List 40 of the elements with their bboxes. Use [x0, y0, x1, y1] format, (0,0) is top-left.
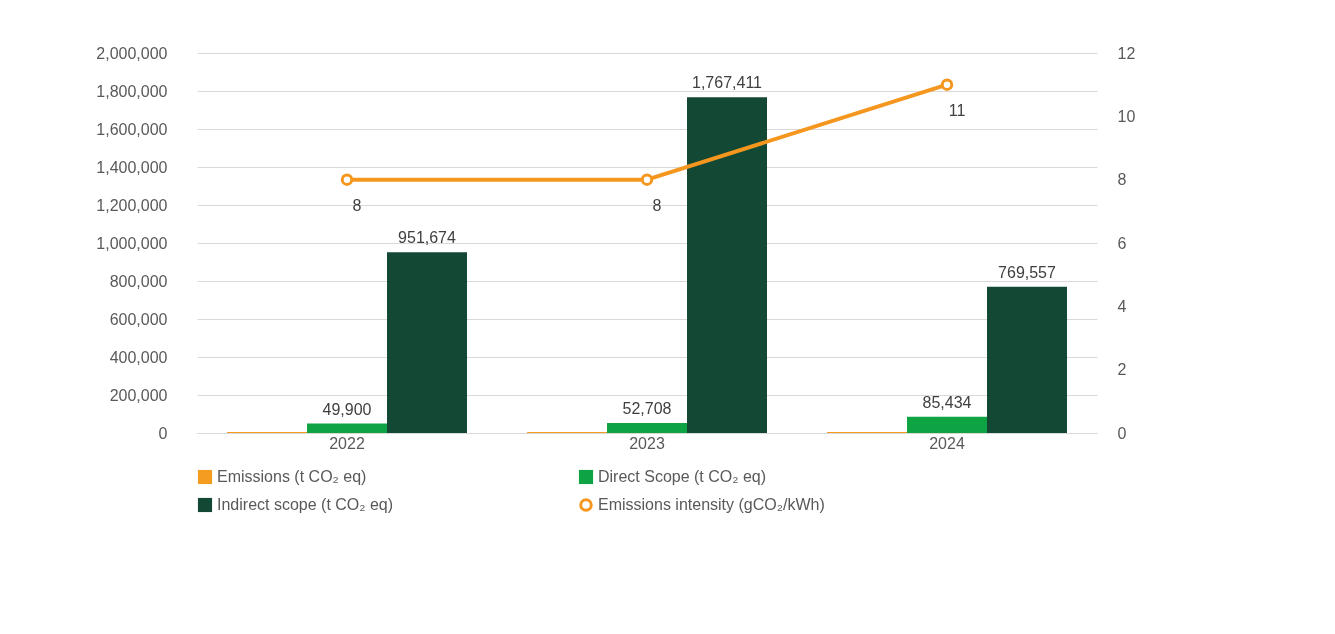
y-tick-label: 1,800,000	[96, 82, 168, 100]
y2-tick-label: 4	[1117, 297, 1127, 315]
y2-tick-label: 8	[1117, 171, 1127, 189]
y2-tick-label: 0	[1117, 424, 1127, 442]
data-label: 85,434	[922, 393, 972, 411]
y2-tick-label: 12	[1117, 44, 1136, 62]
y-tick-label: 2,000,000	[96, 44, 168, 62]
y-tick-label: 600,000	[109, 310, 168, 328]
y-tick-label: 400,000	[109, 348, 168, 366]
legend-label: Emissions (t CO₂ eq)	[217, 468, 367, 485]
y-tick-label: 200,000	[109, 386, 168, 404]
bar	[987, 286, 1067, 433]
legend-label: Emissions intensity (gCO₂/kWh)	[598, 496, 825, 513]
x-tick-label: 2024	[929, 434, 965, 452]
data-label: 49,900	[322, 400, 372, 418]
bar	[607, 422, 687, 433]
legend-label: Indirect scope (t CO₂ eq)	[217, 496, 394, 513]
y-tick-label: 1,200,000	[96, 196, 168, 214]
data-label: 769,557	[998, 263, 1057, 281]
x-tick-label: 2023	[629, 434, 665, 452]
bar	[907, 416, 987, 433]
y-tick-label: 800,000	[109, 272, 168, 290]
y2-tick-label: 2	[1117, 361, 1127, 379]
x-tick-label: 2022	[329, 434, 365, 452]
y2-tick-label: 6	[1117, 234, 1127, 252]
data-label: 52,708	[622, 399, 672, 417]
y-tick-label: 0	[158, 424, 168, 442]
y-tick-label: 1,600,000	[96, 120, 168, 138]
y2-tick-label: 10	[1117, 107, 1136, 125]
data-label: 8	[352, 196, 362, 214]
y-tick-label: 1,000,000	[96, 234, 168, 252]
bar	[307, 423, 387, 433]
y-tick-label: 1,400,000	[96, 158, 168, 176]
legend-label: Direct Scope (t CO₂ eq)	[598, 468, 767, 485]
bar	[687, 97, 767, 433]
bar	[387, 252, 467, 433]
data-label: 1,767,411	[692, 74, 763, 92]
data-label: 951,674	[398, 229, 457, 247]
data-label: 8	[652, 196, 662, 214]
data-label: 11	[948, 101, 966, 119]
